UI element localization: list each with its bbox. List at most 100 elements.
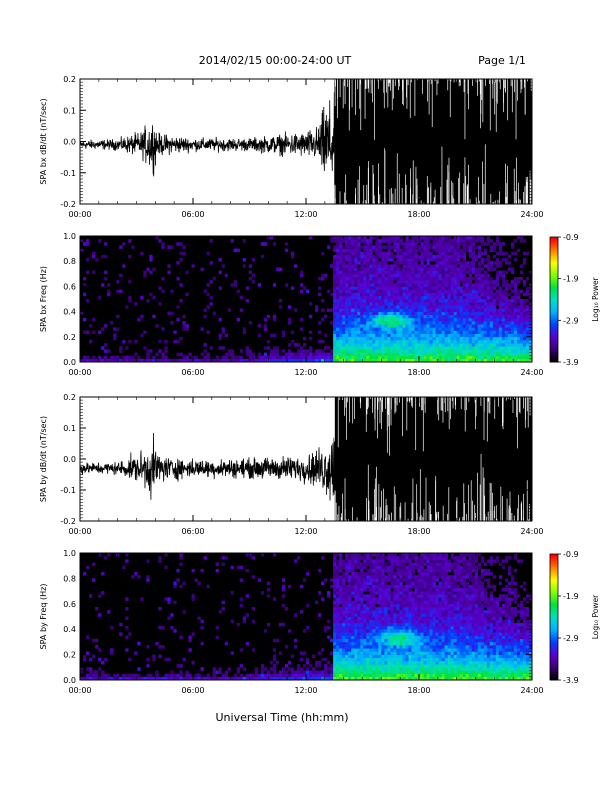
spectrogram-cell	[342, 610, 346, 614]
spectrogram-cell	[345, 245, 349, 249]
spectrogram-cell	[336, 641, 340, 646]
spectrogram-cell	[456, 314, 460, 319]
spectrogram-cell	[426, 292, 430, 297]
spectrogram-cell	[354, 575, 358, 579]
spectrogram-cell	[402, 336, 406, 341]
spectrogram-cell	[92, 358, 96, 362]
spectrogram-cell	[366, 660, 370, 665]
spectrogram-cell	[176, 352, 180, 356]
spectrogram-cell	[354, 295, 358, 300]
spectrogram-cell	[405, 236, 409, 240]
spectrogram-cell	[384, 295, 388, 300]
spectrogram-cell	[384, 258, 388, 262]
spectrogram-cell	[387, 242, 391, 246]
spectrogram-cell	[435, 286, 439, 290]
spectrogram-cell	[299, 327, 304, 331]
spectrogram-cell	[522, 327, 527, 331]
spectrogram-cell	[471, 317, 476, 322]
spectrogram-cell	[354, 308, 358, 312]
spectrogram-cell	[339, 280, 343, 284]
spectrogram-cell	[275, 660, 280, 665]
spectrogram-cell	[173, 330, 177, 334]
spectrogram-cell	[396, 261, 400, 265]
spectrogram-cell	[354, 339, 358, 344]
spectrogram-cell	[381, 311, 385, 316]
spectrogram-cell	[324, 314, 328, 319]
spectrogram-cell	[254, 673, 259, 678]
spectrogram-cell	[128, 673, 132, 678]
spectrogram-cell	[381, 308, 385, 312]
spectrogram-cell	[86, 635, 90, 640]
spectrogram-cell	[510, 251, 515, 256]
spectrogram-cell	[360, 292, 364, 297]
spectrogram-cell	[269, 676, 274, 680]
spectrogram-cell	[378, 314, 382, 319]
spectrogram-cell	[140, 251, 144, 256]
spectrogram-cell	[507, 327, 512, 331]
spectrogram-cell	[134, 572, 138, 576]
spectrogram-cell	[128, 355, 132, 360]
spectrogram-cell	[378, 295, 382, 300]
spectrogram-cell	[375, 258, 379, 262]
spectrogram-cell	[89, 358, 93, 362]
spectrogram-cell	[134, 358, 138, 362]
spectrogram-cell	[501, 343, 506, 347]
spectrogram-cell	[339, 270, 343, 275]
x-tick-label: 06:00	[181, 527, 204, 536]
spectrogram-cell	[351, 660, 355, 665]
spectrogram-cell	[345, 352, 349, 356]
spectrogram-cell	[441, 324, 445, 328]
spectrogram-cell	[354, 242, 358, 246]
spectrogram-cell	[405, 292, 409, 297]
spectrogram-cell	[504, 346, 509, 350]
spectrogram-cell	[284, 358, 289, 362]
spectrogram-cell	[456, 258, 460, 262]
colorbar-segment	[550, 314, 558, 317]
spectrogram-cell	[369, 314, 373, 319]
spectrogram-cell	[372, 261, 376, 265]
spectrogram-cell	[420, 317, 424, 322]
spectrogram-cell	[399, 358, 403, 362]
spectrogram-cell	[351, 280, 355, 284]
spectrogram-cell	[357, 613, 361, 617]
spectrogram-cell	[324, 667, 328, 671]
spectrogram-cell	[155, 673, 159, 678]
spectrogram-cell	[444, 254, 448, 259]
spectrogram-cell	[390, 302, 394, 306]
spectrogram-cell	[357, 667, 361, 671]
spectrogram-cell	[387, 292, 391, 297]
spectrogram-cell	[143, 273, 147, 278]
spectrogram-cell	[381, 267, 385, 271]
spectrogram-cell	[462, 267, 466, 271]
spectrogram-cell	[197, 673, 201, 678]
spectrogram-cell	[429, 251, 433, 256]
spectrogram-cell	[302, 629, 307, 633]
spectrogram-cell	[438, 251, 442, 256]
spectrogram-cell	[339, 657, 343, 662]
spectrogram-cell	[411, 267, 415, 271]
spectrogram-cell	[495, 239, 500, 243]
spectrogram-cell	[384, 289, 388, 293]
spectrogram-cell	[372, 299, 376, 303]
spectrogram-cell	[480, 286, 485, 290]
spectrogram-cell	[354, 355, 358, 360]
spectrogram-cell	[146, 358, 150, 362]
spectrogram-cell	[471, 261, 476, 265]
spectrogram-cell	[507, 339, 512, 344]
spectrogram-cell	[318, 349, 322, 353]
spectrogram-cell	[459, 295, 463, 300]
spectrogram-cell	[360, 651, 364, 655]
spectrogram-cell	[296, 358, 301, 362]
spectrogram-cell	[366, 578, 370, 582]
spectrogram-cell	[483, 346, 488, 350]
spectrogram-cell	[122, 339, 126, 344]
spectrogram-cell	[360, 676, 364, 680]
spectrogram-cell	[354, 343, 358, 347]
spectrogram-cell	[453, 339, 457, 344]
spectrogram-cell	[441, 283, 445, 287]
spectrogram-cell	[92, 251, 96, 256]
spectrogram-cell	[146, 352, 150, 356]
page-indicator: Page 1/1	[478, 54, 526, 67]
spectrogram-cell	[408, 295, 412, 300]
spectrogram-cell	[384, 333, 388, 338]
